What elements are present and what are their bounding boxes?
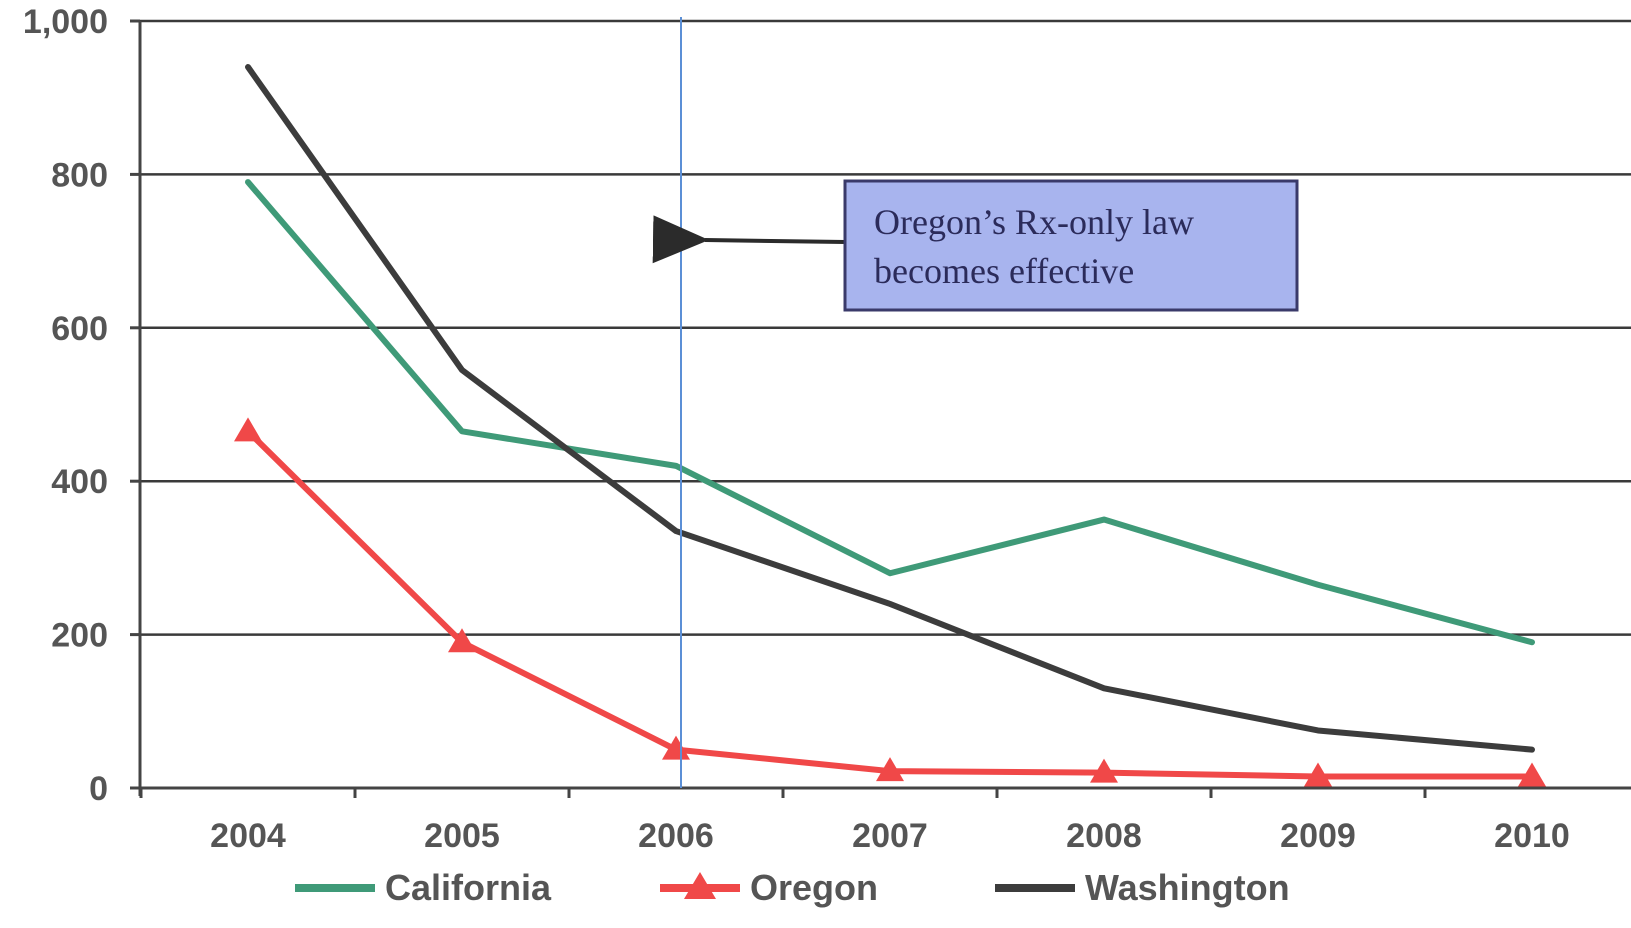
- annotation-arrow: [652, 215, 846, 264]
- axes: [130, 21, 1631, 796]
- x-tick-label-2005: 2005: [424, 817, 500, 855]
- point-oregon-2006: [662, 735, 690, 760]
- series-line-california: [245, 179, 1535, 646]
- x-tick-label-2009: 2009: [1280, 817, 1356, 855]
- legend-marker-oregon: [684, 872, 716, 899]
- annotation-box: [843, 179, 1299, 312]
- x-tick-label-2008: 2008: [1066, 817, 1142, 855]
- point-oregon-2004: [234, 417, 262, 442]
- legend-label-oregon: Oregon: [750, 867, 878, 908]
- point-oregon-2010: [1518, 762, 1546, 787]
- point-oregon-2009: [1304, 762, 1332, 787]
- point-oregon-2008: [1090, 758, 1118, 783]
- series-line-washington: [245, 64, 1535, 753]
- point-oregon-2007: [876, 757, 904, 782]
- y-tick-label-1000: 1,000: [23, 3, 108, 41]
- x-tick-label-2010: 2010: [1494, 817, 1570, 855]
- annotation: Oregon’s Rx-only law becomes effective: [652, 179, 1299, 312]
- series-layer: [234, 64, 1546, 787]
- x-tick-label-2007: 2007: [852, 817, 928, 855]
- x-axis-ticks: 2004 2005 2006 2007 2008 2009 2010: [139, 788, 1570, 855]
- legend-label-california: California: [385, 867, 552, 908]
- x-tick-label-2004: 2004: [210, 817, 286, 855]
- point-oregon-2005: [448, 628, 476, 653]
- annotation-line-2: becomes effective: [874, 251, 1134, 291]
- legend-label-washington: Washington: [1085, 867, 1290, 908]
- y-tick-label-600: 600: [51, 310, 108, 348]
- y-tick-label-0: 0: [89, 770, 108, 808]
- gridlines: [140, 19, 1631, 636]
- x-tick-label-2006: 2006: [638, 817, 714, 855]
- y-tick-label-400: 400: [51, 463, 108, 501]
- y-tick-label-200: 200: [51, 617, 108, 655]
- y-tick-label-800: 800: [51, 156, 108, 194]
- annotation-line-1: Oregon’s Rx-only law: [874, 202, 1194, 242]
- y-axis-ticks: 0 200 400 600 800 1,000: [23, 3, 140, 808]
- legend: California Oregon Washington: [295, 867, 1290, 908]
